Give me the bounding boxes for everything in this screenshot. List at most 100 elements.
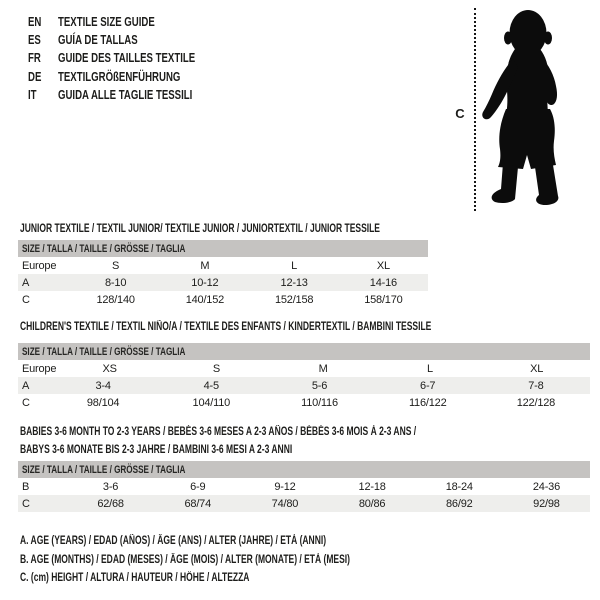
cell-value: 18-24: [445, 480, 473, 493]
size-header-text: SIZE / TALLA / TAILLE / GRÖSSE / TAGLIA: [22, 463, 186, 476]
cell-value: 10-12: [191, 276, 219, 289]
cell-value: 116/122: [408, 396, 447, 409]
cell-value: 24-36: [532, 480, 561, 493]
cell-value: M: [318, 362, 328, 375]
row-label: C: [22, 396, 30, 409]
size-header-text: SIZE / TALLA / TAILLE / GRÖSSE / TAGLIA: [22, 345, 186, 358]
cell-value: 158/170: [364, 293, 403, 306]
height-label-c: C: [455, 106, 465, 121]
cell-value: 104/110: [192, 396, 231, 409]
junior-size-table: SIZE / TALLA / TAILLE / GRÖSSE / TAGLIA …: [18, 240, 428, 308]
table-row-c: C 98/104 104/110 110/116 116/122 122/128: [18, 394, 590, 411]
size-header-text: SIZE / TALLA / TAILLE / GRÖSSE / TAGLIA: [22, 242, 186, 255]
section-title-text: JUNIOR TEXTILE / TEXTIL JUNIOR/ TEXTILE …: [20, 223, 380, 235]
cell-value: 98/104: [86, 396, 120, 409]
cell-value: 3-4: [95, 379, 111, 392]
row-label: C: [22, 293, 30, 306]
cell-value: L: [291, 259, 298, 272]
section-title-babies: BABIES 3-6 MONTH TO 2-3 YEARS / BEBÉS 3-…: [20, 423, 555, 459]
language-title-list: EN TEXTILE SIZE GUIDE ES GUÍA DE TALLAS FR GU…: [28, 12, 243, 103]
cell-value: 122/128: [516, 396, 556, 409]
language-code: IT: [28, 86, 37, 102]
language-row: FR GUIDE DES TAILLES TEXTILE: [28, 49, 243, 67]
cell-value: 6-7: [420, 379, 436, 392]
language-code: EN: [28, 13, 42, 29]
language-row: DE TEXTILGRÖßENFÜHRUNG: [28, 67, 243, 85]
table-rows: B 3-6 6-9 9-12 12-18 18-24 24-36 C 62/68 68/74 74/…: [18, 478, 590, 512]
cell-value: 80/86: [358, 497, 386, 510]
language-row: IT GUIDA ALLE TAGLIE TESSILI: [28, 85, 243, 103]
section-title-text: CHILDREN'S TEXTILE / TEXTIL NIÑO/A / TEX…: [20, 321, 432, 333]
legend-text: A. AGE (YEARS) / EDAD (AÑOS) / ÂGE (ANS)…: [20, 535, 327, 548]
cell-value: 8-10: [105, 276, 127, 289]
section-title-junior: JUNIOR TEXTILE / TEXTIL JUNIOR/ TEXTILE …: [20, 220, 506, 238]
table-rows: Europe S M L XL A 8-10 10-12 12-13 14-16 C 128/140 1…: [18, 257, 428, 308]
cell-value: 12-18: [358, 480, 386, 493]
cell-value: 6-9: [190, 480, 206, 493]
cell-value: 140/152: [185, 293, 225, 306]
language-row: ES GUÍA DE TALLAS: [28, 30, 243, 48]
language-guide-title: GUÍA DE TALLAS: [58, 31, 138, 47]
cell-value: 3-6: [102, 480, 119, 493]
legend-text: B. AGE (MONTHS) / EDAD (MESES) / ÂGE (MO…: [20, 553, 350, 566]
cell-value: S: [112, 259, 120, 272]
cell-value: 92/98: [533, 497, 560, 510]
language-guide-title: TEXTILE SIZE GUIDE: [58, 13, 155, 29]
section-title-text: BABYS 3-6 MONATE BIS 2-3 JAHRE / BAMBINI…: [20, 444, 293, 457]
row-label: C: [22, 497, 30, 510]
cell-value: 152/158: [274, 293, 314, 306]
babies-size-table: SIZE / TALLA / TAILLE / GRÖSSE / TAGLIA …: [18, 461, 590, 512]
row-label: A: [22, 276, 30, 289]
language-code: FR: [28, 50, 41, 66]
legend-text: C. (cm) HEIGHT / ALTURA / HAUTEUR / HÖHE…: [20, 572, 250, 585]
table-row-europe: Europe XS S M L XL: [18, 360, 590, 377]
children-size-table: SIZE / TALLA / TAILLE / GRÖSSE / TAGLIA …: [18, 343, 590, 411]
cell-value: 4-5: [203, 379, 220, 392]
table-row-b: B 3-6 6-9 9-12 12-18 18-24 24-36: [18, 478, 590, 495]
section-title-text: BABIES 3-6 MONTH TO 2-3 YEARS / BEBÉS 3-…: [20, 426, 417, 438]
cell-value: 68/74: [184, 497, 212, 510]
cell-value: 12-13: [280, 276, 308, 289]
legend-line: B. AGE (MONTHS) / EDAD (MESES) / ÂGE (MO…: [20, 551, 466, 570]
cell-value: S: [212, 362, 220, 375]
cell-value: 74/80: [271, 497, 299, 510]
table-row-europe: Europe S M L XL: [18, 257, 428, 274]
language-guide-title: GUIDE DES TAILLES TEXTILE: [58, 50, 196, 66]
cell-value: XS: [102, 362, 117, 375]
cell-value: 86/92: [446, 497, 473, 510]
language-guide-title: GUIDA ALLE TAGLIE TESSILI: [58, 86, 193, 102]
cell-value: M: [200, 259, 210, 272]
language-guide-title: TEXTILGRÖßENFÜHRUNG: [58, 68, 181, 84]
size-header-bar: SIZE / TALLA / TAILLE / GRÖSSE / TAGLIA: [18, 343, 590, 360]
cell-value: XL: [530, 362, 544, 375]
cell-value: 110/116: [301, 396, 338, 409]
size-header-bar: SIZE / TALLA / TAILLE / GRÖSSE / TAGLIA: [18, 240, 428, 257]
cell-value: 9-12: [274, 480, 296, 493]
table-row-a: A 8-10 10-12 12-13 14-16: [18, 274, 428, 291]
cell-value: 7-8: [528, 379, 544, 392]
row-label: A: [22, 379, 30, 392]
language-code: DE: [28, 68, 42, 84]
cell-value: 128/140: [96, 293, 135, 306]
height-measure-dotted-line: [474, 8, 476, 211]
table-row-a: A 3-4 4-5 5-6 6-7 7-8: [18, 377, 590, 394]
table-row-c: C 62/68 68/74 74/80 80/86 86/92 92/98: [18, 495, 590, 512]
cell-value: 62/68: [97, 497, 124, 510]
section-title-children: CHILDREN'S TEXTILE / TEXTIL NIÑO/A / TEX…: [20, 318, 576, 336]
legend-line: C. (cm) HEIGHT / ALTURA / HAUTEUR / HÖHE…: [20, 569, 466, 588]
size-header-bar: SIZE / TALLA / TAILLE / GRÖSSE / TAGLIA: [18, 461, 590, 478]
row-label: Europe: [22, 362, 57, 375]
legend-line: A. AGE (YEARS) / EDAD (AÑOS) / ÂGE (ANS)…: [20, 532, 466, 551]
row-label: Europe: [22, 259, 57, 272]
row-label: B: [22, 480, 30, 493]
legend-list: A. AGE (YEARS) / EDAD (AÑOS) / ÂGE (ANS)…: [20, 532, 466, 588]
language-row: EN TEXTILE SIZE GUIDE: [28, 12, 243, 30]
cell-value: 14-16: [369, 276, 397, 289]
cell-value: XL: [376, 259, 390, 272]
table-row-c: C 128/140 140/152 152/158 158/170: [18, 291, 428, 308]
toddler-silhouette-icon: [482, 8, 571, 206]
table-rows: Europe XS S M L XL A 3-4 4-5 5-6 6-7 7-8 C 98/104 104/…: [18, 360, 590, 411]
cell-value: L: [426, 362, 433, 375]
cell-value: 5-6: [311, 379, 328, 392]
